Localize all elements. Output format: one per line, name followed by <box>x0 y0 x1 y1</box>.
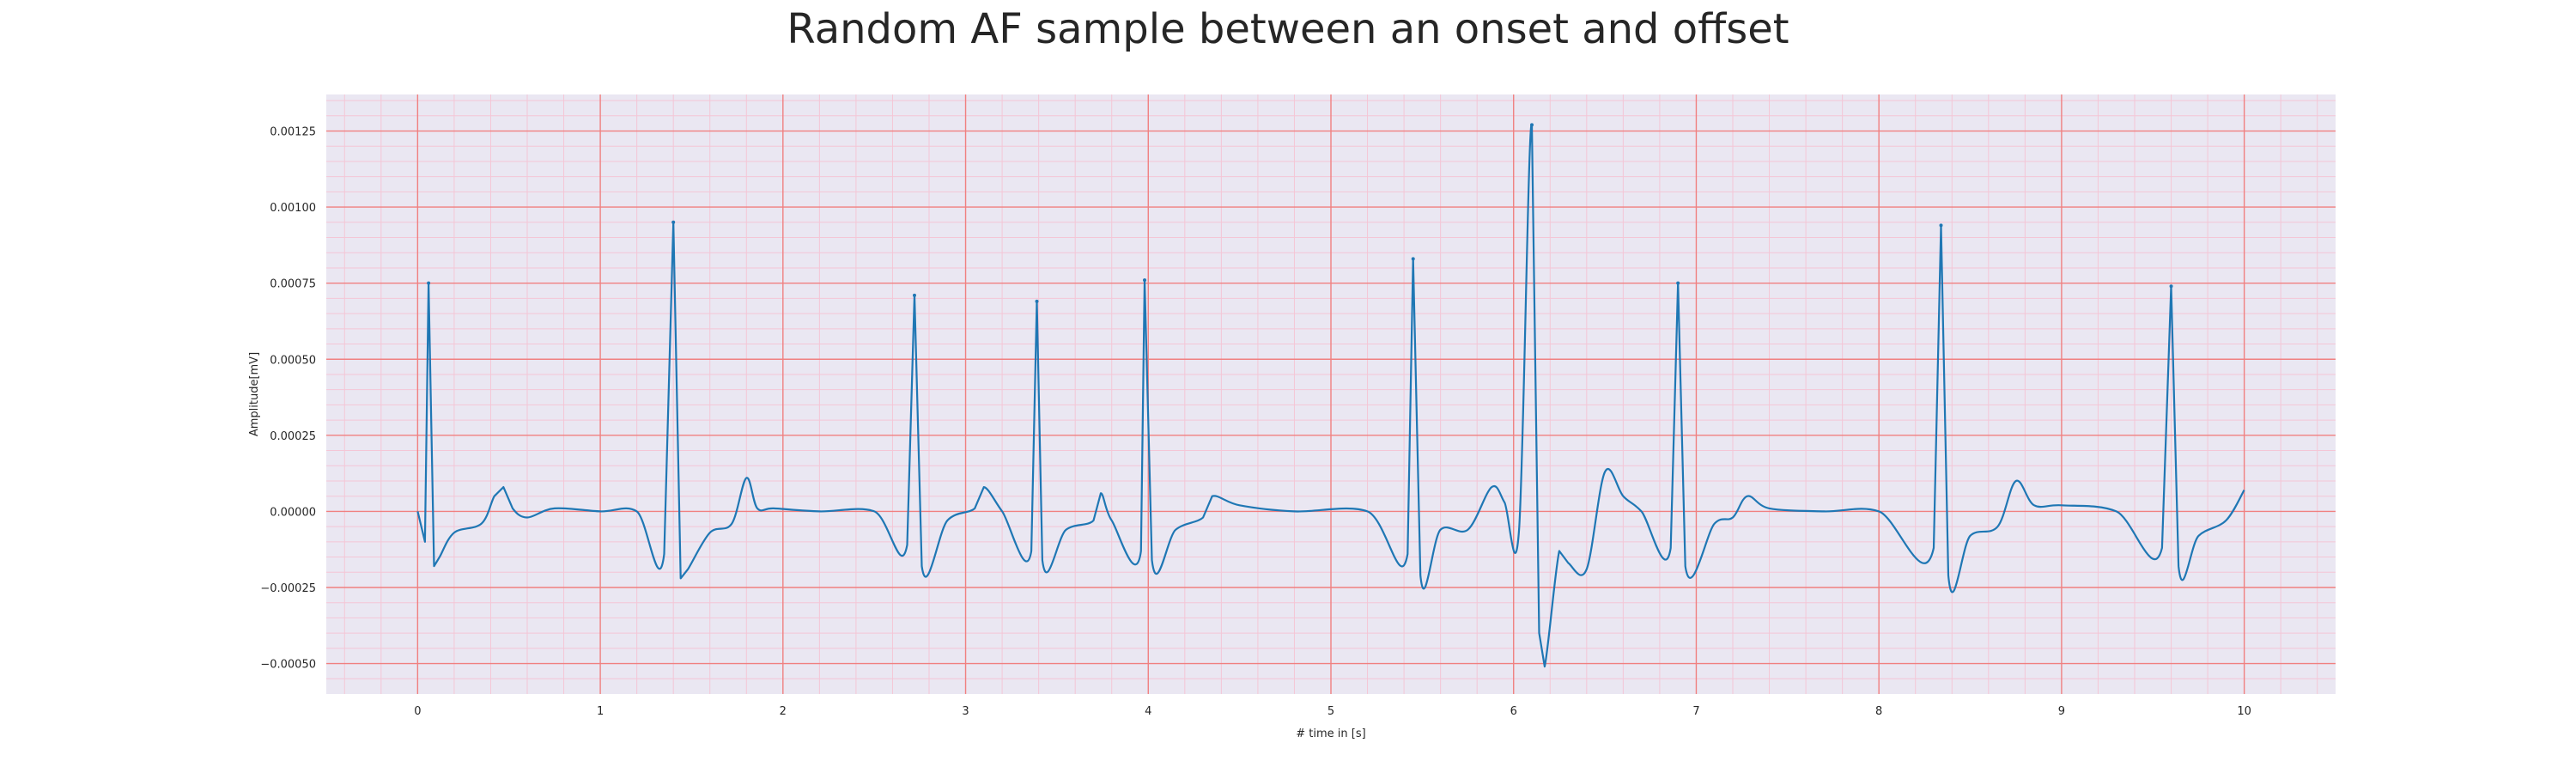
r-peak-point <box>427 281 431 285</box>
y-axis-ticks: −0.00050 −0.00025 0.00000 0.00025 0.00050 0.0… <box>260 126 316 672</box>
x-axis-label: # time in [s] <box>1296 727 1365 740</box>
r-peak-point <box>1143 278 1147 283</box>
x-axis-ticks: 0 1 2 3 4 5 6 7 8 9 10 <box>414 705 2251 718</box>
chart-title: Random AF sample between an onset and of… <box>787 5 1789 53</box>
x-tick-label: 9 <box>2058 705 2065 718</box>
x-tick-label: 2 <box>780 705 787 718</box>
ecg-trace-line <box>416 124 2245 668</box>
x-tick-label: 10 <box>2237 705 2251 718</box>
r-peak-point <box>1939 223 1943 228</box>
x-tick-label: 5 <box>1327 705 1334 718</box>
y-tick-label: −0.00025 <box>260 582 316 595</box>
r-peak-point <box>1411 257 1415 261</box>
r-peak-point <box>671 220 676 224</box>
x-tick-label: 8 <box>1875 705 1882 718</box>
r-peak-point <box>2169 284 2173 289</box>
y-axis-label: Amplitude[mV] <box>248 352 261 436</box>
x-tick-label: 3 <box>962 705 969 718</box>
major-grid <box>326 94 2336 694</box>
x-tick-label: 1 <box>597 705 604 718</box>
y-tick-label: 0.00025 <box>270 430 316 443</box>
r-peak-point <box>1676 281 1680 285</box>
r-peak-point <box>1530 123 1534 127</box>
r-peak-point <box>1035 299 1039 303</box>
y-tick-label: 0.00050 <box>270 354 316 367</box>
y-tick-label: −0.00050 <box>260 659 316 672</box>
x-tick-label: 0 <box>414 705 421 718</box>
r-peak-point <box>912 293 916 297</box>
x-tick-label: 7 <box>1692 705 1699 718</box>
x-tick-label: 4 <box>1145 705 1151 718</box>
y-tick-label: 0.00125 <box>270 126 316 139</box>
beat-markers <box>427 123 2173 303</box>
y-tick-label: 0.00075 <box>270 278 316 291</box>
y-tick-label: 0.00100 <box>270 202 316 215</box>
y-tick-label: 0.00000 <box>270 506 316 519</box>
x-tick-label: 6 <box>1510 705 1517 718</box>
